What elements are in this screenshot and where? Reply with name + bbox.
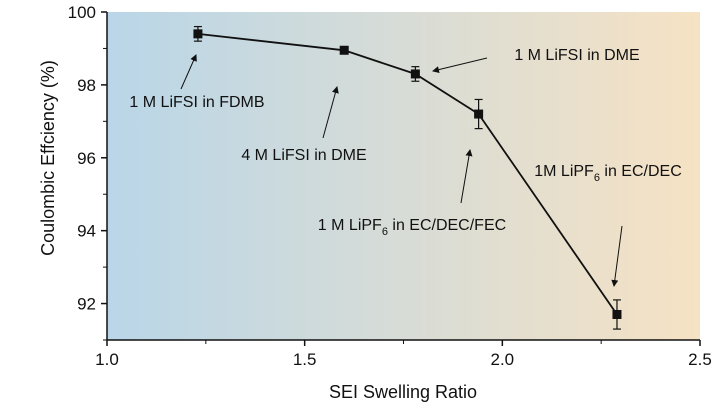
annotation-arrow: [611, 225, 623, 287]
annotation-arrow: [460, 149, 473, 204]
data-point: [410, 69, 420, 79]
y-tick-label: 100: [68, 3, 96, 22]
data-point: [474, 109, 484, 119]
annotation-label: 1 M LiFSI in DME: [514, 47, 639, 64]
plot-area: [107, 12, 700, 340]
annotation-label: 1M LiPF6 in EC/DEC: [534, 163, 682, 184]
data-point: [339, 45, 349, 55]
annotation-arrow: [322, 86, 339, 139]
annotation-label: 1 M LiPF6 in EC/DEC/FEC: [318, 217, 506, 238]
x-tick-label: 1.5: [293, 350, 317, 369]
x-tick-label: 2.0: [491, 350, 515, 369]
annotation-label: 1 M LiFSI in FDMB: [129, 94, 264, 111]
x-tick-label: 2.5: [688, 350, 712, 369]
data-point: [193, 29, 203, 39]
y-axis-title: Coulombic Effciency (%): [38, 60, 58, 256]
y-tick-label: 92: [77, 295, 96, 314]
y-tick-label: 98: [77, 76, 96, 95]
annotation-arrow: [432, 57, 488, 73]
data-point: [612, 309, 622, 319]
x-axis-title: SEI Swelling Ratio: [329, 382, 477, 402]
annotation-arrow: [180, 54, 197, 90]
axis-ticks: 1.0 1.5 2.0 2.5 92 94 96 98 100: [68, 3, 712, 369]
data-series: [193, 25, 622, 330]
annotation-label: 4 M LiFSI in DME: [241, 147, 366, 164]
x-tick-label: 1.0: [95, 350, 119, 369]
y-tick-label: 94: [77, 222, 96, 241]
y-tick-label: 96: [77, 149, 96, 168]
annotations: 1 M LiFSI in FDMB 4 M LiFSI in DME 1 M LiF…: [129, 47, 682, 287]
